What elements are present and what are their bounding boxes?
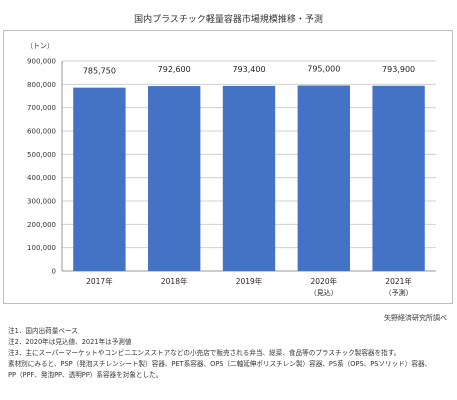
y-tick-label: 800,000 (27, 81, 56, 89)
page-title: 国内プラスチック軽量容器市場規模推移・予測 (134, 15, 323, 25)
bar (297, 85, 350, 271)
note-line: PP（PPF、発泡PP、透明PP）系容器を対象とした。 (8, 371, 163, 379)
bar (372, 85, 425, 271)
note-line: 注1．国内出荷量ベース (8, 327, 78, 335)
notes: 注1．国内出荷量ベース 注2．2020年は見込値、2021年は予測値 注3．主に… (8, 326, 452, 381)
data-label: 795,000 (307, 65, 340, 74)
x-tick-label: 2018年 (161, 276, 188, 286)
x-tick-sublabel: （見込） (310, 288, 338, 297)
y-tick-label: 700,000 (27, 104, 56, 112)
y-tick-label: 0 (52, 268, 56, 276)
y-tick-label: 300,000 (27, 198, 56, 206)
y-tick-label: 200,000 (27, 221, 56, 229)
data-label: 793,400 (232, 65, 265, 74)
y-axis-unit-label: （トン） (26, 42, 54, 50)
note-line: 素材別にみると、PSP（発泡スチレンシート製）容器、PET系容器、OPS（二軸延… (8, 360, 432, 368)
x-tick-label: 2020年 (311, 276, 338, 286)
data-label: 793,900 (382, 65, 415, 74)
data-label: 785,750 (83, 67, 116, 76)
y-tick-label: 100,000 (27, 244, 56, 252)
y-tick-label: 600,000 (27, 128, 56, 136)
bar (73, 87, 126, 272)
x-tick-label: 2019年 (236, 276, 263, 286)
bar (148, 86, 201, 271)
y-tick-label: 400,000 (27, 174, 56, 182)
x-tick-label: 2021年 (385, 276, 412, 286)
source-note: 矢野経済研究所調べ (384, 314, 447, 322)
x-tick-sublabel: （予測） (385, 288, 413, 297)
bar (222, 85, 276, 271)
x-tick-label: 2017年 (86, 276, 113, 286)
bar-chart: （トン） 0 100,000 200,000 300,000 400,000 500,00… (26, 42, 436, 297)
note-line: 注2．2020年は見込値、2021年は予測値 (8, 338, 132, 346)
note-line: 注3．主にスーパーマーケットやコンビニエンスストアなどの小売店で販売される弁当、… (8, 349, 401, 357)
data-label: 792,600 (158, 65, 191, 74)
chart-frame: （トン） 0 100,000 200,000 300,000 400,000 500,00… (3, 30, 453, 304)
y-tick-label: 500,000 (27, 151, 56, 159)
y-tick-label: 900,000 (27, 58, 56, 66)
